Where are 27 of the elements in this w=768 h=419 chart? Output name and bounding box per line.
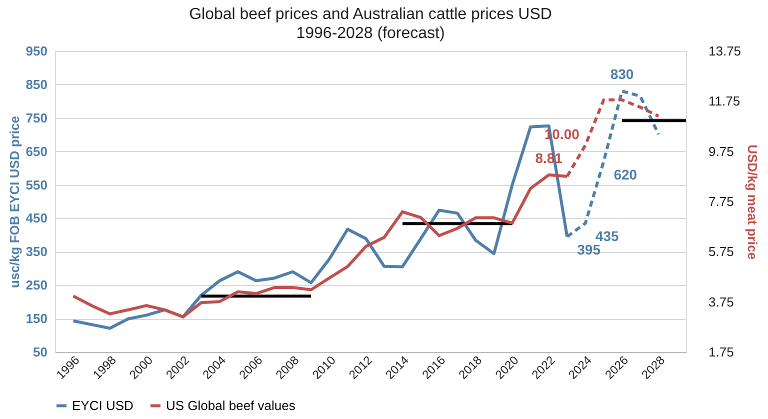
data-label: 830	[610, 66, 634, 82]
legend-label: EYCI USD	[72, 398, 134, 413]
y2-tick-label: 7.75	[708, 194, 734, 209]
y2-tick-label: 11.75	[708, 94, 740, 109]
y2-tick-label: 1.75	[708, 344, 734, 360]
y-tick-label: 850	[26, 76, 48, 92]
y-tick-label: 250	[26, 278, 48, 293]
data-label: 620	[614, 166, 638, 182]
y-tick-label: 350	[26, 244, 48, 260]
y2-tick-label: 13.75	[708, 44, 742, 58]
y-tick-label: 750	[26, 110, 48, 126]
y2-axis-title: USD/kg meat price	[745, 144, 760, 260]
data-label: 395	[577, 242, 601, 258]
y-tick-label: 550	[26, 177, 48, 192]
chart-title: Global beef prices and Australian cattle prices USD	[189, 6, 552, 23]
y-tick-label: 150	[26, 311, 48, 326]
y-tick-label: 450	[26, 210, 48, 226]
y-tick-label: 650	[26, 144, 48, 159]
data-label: 435	[595, 228, 619, 244]
y-axis-title: usc/kg FOB EYCI USD price	[6, 116, 22, 288]
chart-subtitle: 1996-2028 (forecast)	[296, 25, 445, 42]
y-tick-label: 50	[33, 344, 48, 360]
y-tick-label: 950	[26, 44, 48, 58]
y2-tick-label: 3.75	[708, 294, 734, 310]
y2-tick-label: 9.75	[708, 144, 734, 159]
legend-label: US Global beef values	[166, 398, 296, 413]
y2-tick-label: 5.75	[708, 244, 734, 260]
